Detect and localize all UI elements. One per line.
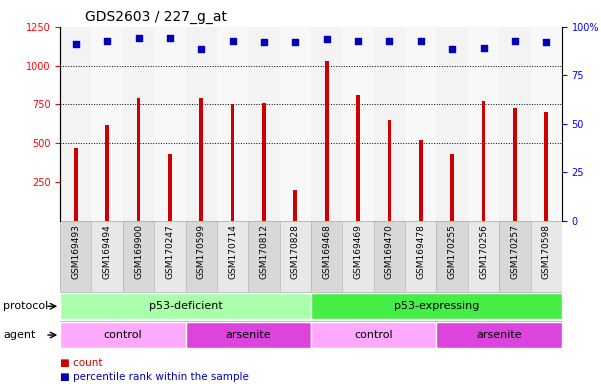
Bar (200, 98, 203, 221)
Point (353, 38, 363, 44)
Bar (60, 27, 91, 221)
Bar (60, 293, 311, 319)
Bar (60, 221, 91, 292)
Bar (91, 221, 123, 292)
Text: GSM169468: GSM169468 (322, 224, 331, 279)
Text: p53-deficient: p53-deficient (148, 301, 222, 311)
Bar (293, 190, 297, 221)
Text: GSM170255: GSM170255 (448, 224, 457, 279)
Bar (343, 27, 374, 221)
Bar (356, 95, 360, 221)
Text: protocol: protocol (3, 301, 48, 311)
Bar (545, 112, 548, 221)
Text: GSM170714: GSM170714 (228, 224, 237, 279)
Point (510, 38, 520, 44)
Text: agent: agent (3, 330, 35, 340)
Bar (499, 27, 531, 221)
Text: GSM169493: GSM169493 (72, 224, 81, 279)
Bar (248, 27, 279, 221)
Point (71, 41, 81, 47)
Text: p53-expressing: p53-expressing (394, 301, 479, 311)
Text: GSM170812: GSM170812 (260, 224, 269, 279)
Bar (419, 140, 423, 221)
Bar (248, 221, 279, 292)
Bar (154, 27, 186, 221)
Bar (436, 221, 468, 292)
Bar (499, 221, 531, 292)
Bar (311, 293, 562, 319)
Bar (168, 154, 172, 221)
Text: GSM170828: GSM170828 (291, 224, 300, 279)
Text: ■ percentile rank within the sample: ■ percentile rank within the sample (60, 372, 249, 382)
Bar (186, 322, 311, 348)
Point (133, 35, 143, 41)
Bar (374, 221, 405, 292)
Text: GSM169470: GSM169470 (385, 224, 394, 279)
Bar (405, 221, 436, 292)
Bar (279, 27, 311, 221)
Bar (481, 101, 486, 221)
Bar (154, 221, 186, 292)
Bar (60, 322, 186, 348)
Bar (123, 27, 154, 221)
Bar (343, 221, 374, 292)
Text: GSM170256: GSM170256 (479, 224, 488, 279)
Text: GSM170257: GSM170257 (510, 224, 519, 279)
Bar (468, 27, 499, 221)
Point (290, 39, 300, 45)
Point (228, 38, 237, 44)
Bar (513, 108, 517, 221)
Bar (311, 221, 343, 292)
Bar (91, 27, 123, 221)
Bar (186, 27, 217, 221)
Bar (405, 27, 436, 221)
Bar (311, 322, 436, 348)
Bar (311, 27, 343, 221)
Bar (279, 221, 311, 292)
Bar (231, 104, 234, 221)
Text: GDS2603 / 227_g_at: GDS2603 / 227_g_at (85, 10, 227, 25)
Text: GSM170598: GSM170598 (542, 224, 551, 279)
Point (385, 38, 394, 44)
Bar (123, 221, 154, 292)
Text: GSM170599: GSM170599 (197, 224, 206, 279)
Point (102, 38, 112, 44)
Bar (374, 27, 405, 221)
Text: arsenite: arsenite (477, 330, 522, 340)
Text: arsenite: arsenite (225, 330, 271, 340)
Bar (388, 120, 391, 221)
Bar (468, 221, 499, 292)
Bar (450, 154, 454, 221)
Text: control: control (103, 330, 142, 340)
Bar (105, 125, 109, 221)
Text: GSM169478: GSM169478 (416, 224, 426, 279)
Bar (217, 27, 248, 221)
Text: ■ count: ■ count (60, 358, 103, 368)
Point (197, 46, 206, 52)
Bar (531, 27, 562, 221)
Point (322, 35, 332, 41)
Point (479, 45, 489, 51)
Text: GSM169494: GSM169494 (103, 224, 112, 279)
Bar (436, 322, 562, 348)
Bar (531, 221, 562, 292)
Text: control: control (355, 330, 393, 340)
Point (416, 38, 426, 44)
Bar (74, 148, 78, 221)
Text: GSM169469: GSM169469 (353, 224, 362, 279)
Text: GSM169900: GSM169900 (134, 224, 143, 279)
Bar (186, 221, 217, 292)
Point (165, 35, 175, 41)
Bar (325, 61, 329, 221)
Point (259, 39, 269, 45)
Bar (136, 98, 141, 221)
Bar (262, 103, 266, 221)
Bar (217, 221, 248, 292)
Bar (436, 27, 468, 221)
Point (542, 38, 551, 45)
Text: GSM170247: GSM170247 (165, 224, 174, 279)
Point (447, 46, 457, 52)
